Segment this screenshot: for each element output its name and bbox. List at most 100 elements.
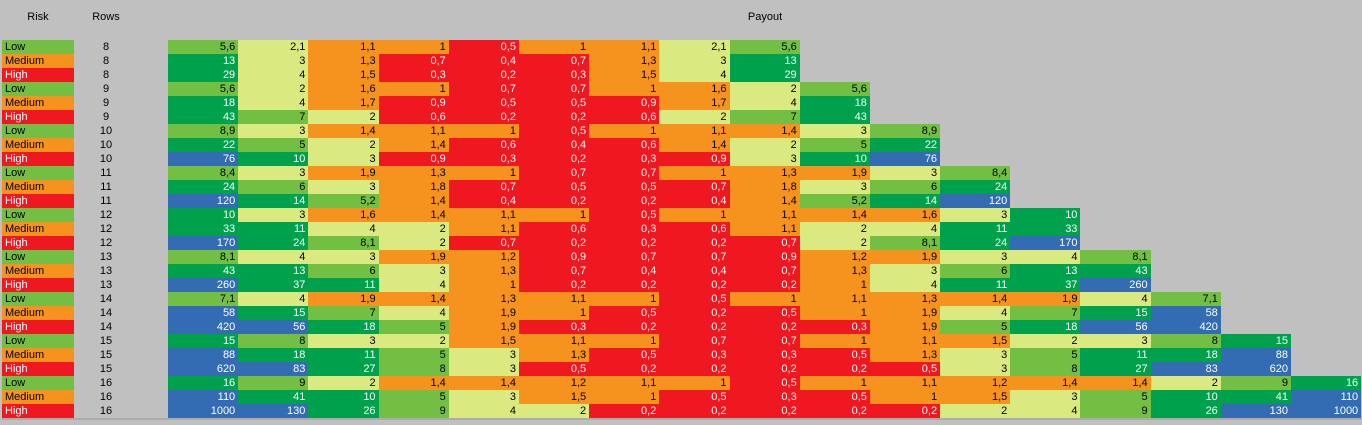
payout-cell[interactable]: 0,7 [589,250,660,264]
payout-cell[interactable]: 3 [869,264,941,278]
payout-cell[interactable]: 0,5 [589,180,660,194]
rows-count-cell[interactable]: 15 [99,363,113,375]
payout-cell[interactable]: 2 [729,138,800,152]
payout-cell[interactable]: 1000 [1291,404,1362,418]
payout-cell[interactable]: 24 [940,180,1011,194]
payout-cell[interactable]: 5 [238,138,309,152]
payout-cell[interactable]: 0,9 [659,152,730,166]
payout-cell[interactable]: 0,6 [448,138,519,152]
payout-cell[interactable]: 5,6 [729,40,800,54]
payout-cell[interactable]: 1 [659,376,730,390]
payout-cell[interactable]: 1,3 [448,292,519,306]
payout-cell[interactable]: 3 [238,208,309,222]
payout-cell[interactable]: 1,9 [308,292,379,306]
payout-cell[interactable]: 0,7 [729,334,800,348]
payout-cell[interactable]: 1,4 [308,124,379,138]
payout-cell[interactable]: 0,7 [659,180,730,194]
payout-cell[interactable]: 5,2 [799,194,870,208]
payout-cell[interactable]: 88 [1220,348,1291,362]
payout-cell[interactable]: 1,9 [308,166,379,180]
payout-cell[interactable]: 27 [1080,362,1151,376]
payout-cell[interactable]: 8,9 [869,124,941,138]
payout-cell[interactable]: 5,6 [168,40,239,54]
payout-cell[interactable]: 3 [799,180,870,194]
payout-cell[interactable]: 0,7 [448,236,519,250]
risk-cell[interactable]: Medium [2,96,74,110]
payout-cell[interactable]: 3 [448,390,519,404]
payout-cell[interactable]: 0,3 [659,348,730,362]
payout-cell[interactable]: 24 [168,180,239,194]
payout-cell[interactable]: 1,3 [378,166,449,180]
rows-count-cell[interactable]: 9 [102,111,110,123]
payout-cell[interactable]: 0,2 [448,110,519,124]
payout-cell[interactable]: 1,1 [518,292,590,306]
payout-cell[interactable]: 0,2 [518,194,590,208]
payout-cell[interactable]: 1 [729,292,800,306]
rows-count-cell[interactable]: 8 [102,55,110,67]
rows-count-cell[interactable]: 11 [100,167,112,179]
risk-cell[interactable]: High [2,152,74,166]
payout-cell[interactable]: 3 [308,250,379,264]
rows-count-cell[interactable]: 11 [100,181,112,193]
payout-cell[interactable]: 1,4 [729,124,800,138]
payout-cell[interactable]: 0,2 [729,278,800,292]
payout-cell[interactable]: 0,2 [589,362,660,376]
payout-cell[interactable]: 4 [448,404,519,418]
payout-cell[interactable]: 1 [518,40,590,54]
payout-cell[interactable]: 1,5 [518,390,590,404]
payout-cell[interactable]: 1 [799,278,870,292]
risk-cell[interactable]: High [2,320,74,334]
payout-cell[interactable]: 3 [799,124,870,138]
payout-cell[interactable]: 0,2 [589,320,660,334]
payout-cell[interactable]: 14 [869,194,941,208]
payout-cell[interactable]: 16 [168,376,239,390]
rows-count-cell[interactable]: 9 [102,83,110,95]
payout-cell[interactable]: 1,6 [869,208,941,222]
payout-cell[interactable]: 1 [799,334,870,348]
payout-cell[interactable]: 43 [168,264,239,278]
payout-cell[interactable]: 0,4 [448,194,519,208]
payout-cell[interactable]: 130 [1220,404,1291,418]
payout-cell[interactable]: 5 [378,348,449,362]
payout-cell[interactable]: 1,1 [308,40,379,54]
payout-cell[interactable]: 3 [940,208,1011,222]
payout-cell[interactable]: 3 [940,250,1011,264]
payout-cell[interactable]: 4 [1010,250,1081,264]
payout-cell[interactable]: 27 [308,362,379,376]
payout-cell[interactable]: 0,5 [869,362,941,376]
payout-cell[interactable]: 18 [799,96,870,110]
payout-cell[interactable]: 1 [518,208,590,222]
payout-cell[interactable]: 0,7 [659,250,730,264]
rows-count-cell[interactable]: 13 [99,279,113,291]
payout-cell[interactable]: 0,7 [729,236,800,250]
payout-cell[interactable]: 1,3 [518,348,590,362]
payout-cell[interactable]: 1,4 [378,194,449,208]
payout-cell[interactable]: 3 [869,166,941,180]
rows-count-cell[interactable]: 16 [99,405,113,417]
payout-cell[interactable]: 0,5 [659,292,730,306]
risk-cell[interactable]: Low [2,166,74,180]
payout-cell[interactable]: 2,1 [238,40,309,54]
payout-cell[interactable]: 1,4 [1010,376,1081,390]
payout-cell[interactable]: 1,3 [869,292,941,306]
payout-cell[interactable]: 1,4 [378,376,449,390]
payout-cell[interactable]: 1 [448,278,519,292]
payout-cell[interactable]: 8,4 [940,166,1011,180]
payout-cell[interactable]: 5,2 [308,194,379,208]
payout-cell[interactable]: 0,2 [799,404,870,418]
payout-cell[interactable]: 0,5 [799,390,870,404]
payout-cell[interactable]: 3 [238,124,309,138]
risk-cell[interactable]: Medium [2,180,74,194]
payout-cell[interactable]: 43 [168,110,239,124]
payout-cell[interactable]: 1,9 [448,306,519,320]
payout-cell[interactable]: 1,2 [940,376,1011,390]
payout-cell[interactable]: 0,3 [729,390,800,404]
payout-cell[interactable]: 260 [168,278,239,292]
rows-count-cell[interactable]: 9 [102,97,110,109]
payout-cell[interactable]: 1,3 [589,54,660,68]
payout-cell[interactable]: 420 [1150,320,1221,334]
payout-cell[interactable]: 0,9 [589,96,660,110]
payout-cell[interactable]: 8,1 [168,250,239,264]
payout-cell[interactable]: 29 [168,68,239,82]
payout-cell[interactable]: 11 [1080,348,1151,362]
